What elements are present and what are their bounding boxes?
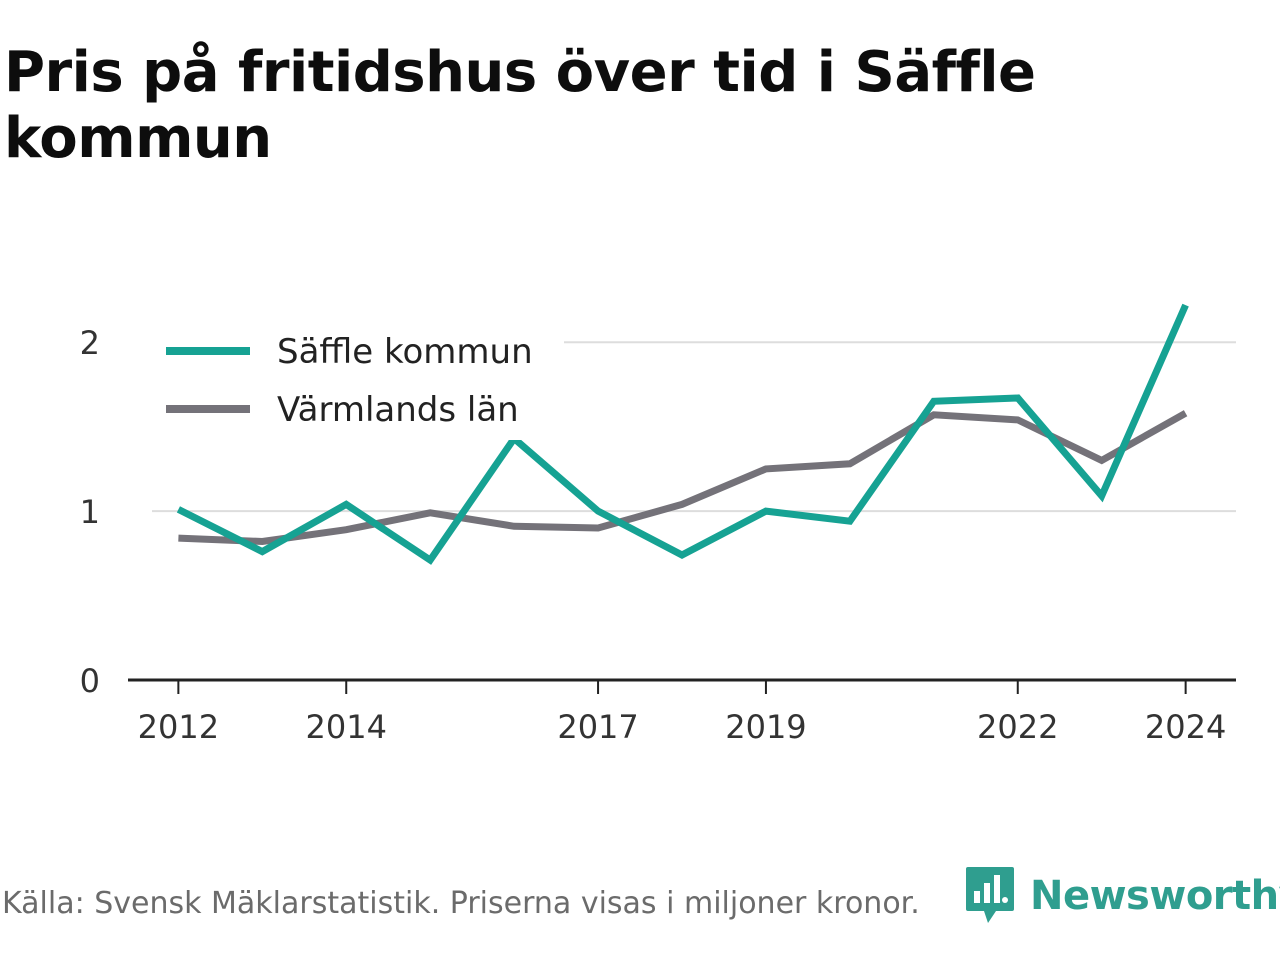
series-line bbox=[176, 303, 1189, 565]
newsworthy-brand[interactable]: Newsworthy bbox=[964, 866, 1280, 926]
x-tick-label: 2014 bbox=[306, 708, 387, 746]
brand-name: Newsworthy bbox=[1030, 873, 1280, 919]
y-tick-label: 0 bbox=[80, 662, 100, 700]
x-tick-label: 2017 bbox=[557, 708, 638, 746]
x-tick-label: 2019 bbox=[725, 708, 806, 746]
y-tick-label: 1 bbox=[80, 493, 100, 531]
newsworthy-logo-icon bbox=[966, 867, 1014, 923]
legend-label: Säffle kommun bbox=[277, 332, 533, 372]
chart-title: Pris på fritidshus över tid i Säffle kom… bbox=[4, 40, 1036, 171]
series-line bbox=[178, 410, 1188, 546]
source-note: Källa: Svensk Mäklarstatistik. Priserna … bbox=[2, 886, 920, 921]
legend-label: Värmlands län bbox=[277, 390, 519, 430]
y-tick-label: 2 bbox=[80, 324, 100, 362]
x-axis: 2012 2014 2017 2019 2022 2024 bbox=[128, 678, 1236, 746]
line-chart: 2012 2014 2017 2019 2022 2024 0 1 2 Säffle komm… bbox=[80, 303, 1236, 746]
x-tick-label: 2024 bbox=[1145, 708, 1226, 746]
legend-background bbox=[150, 322, 564, 440]
y-axis: 0 1 2 bbox=[80, 324, 100, 700]
x-tick-label: 2012 bbox=[138, 708, 219, 746]
x-tick-label: 2022 bbox=[977, 708, 1058, 746]
legend: Säffle kommun Värmlands län bbox=[150, 322, 564, 440]
series-lines bbox=[176, 303, 1189, 565]
